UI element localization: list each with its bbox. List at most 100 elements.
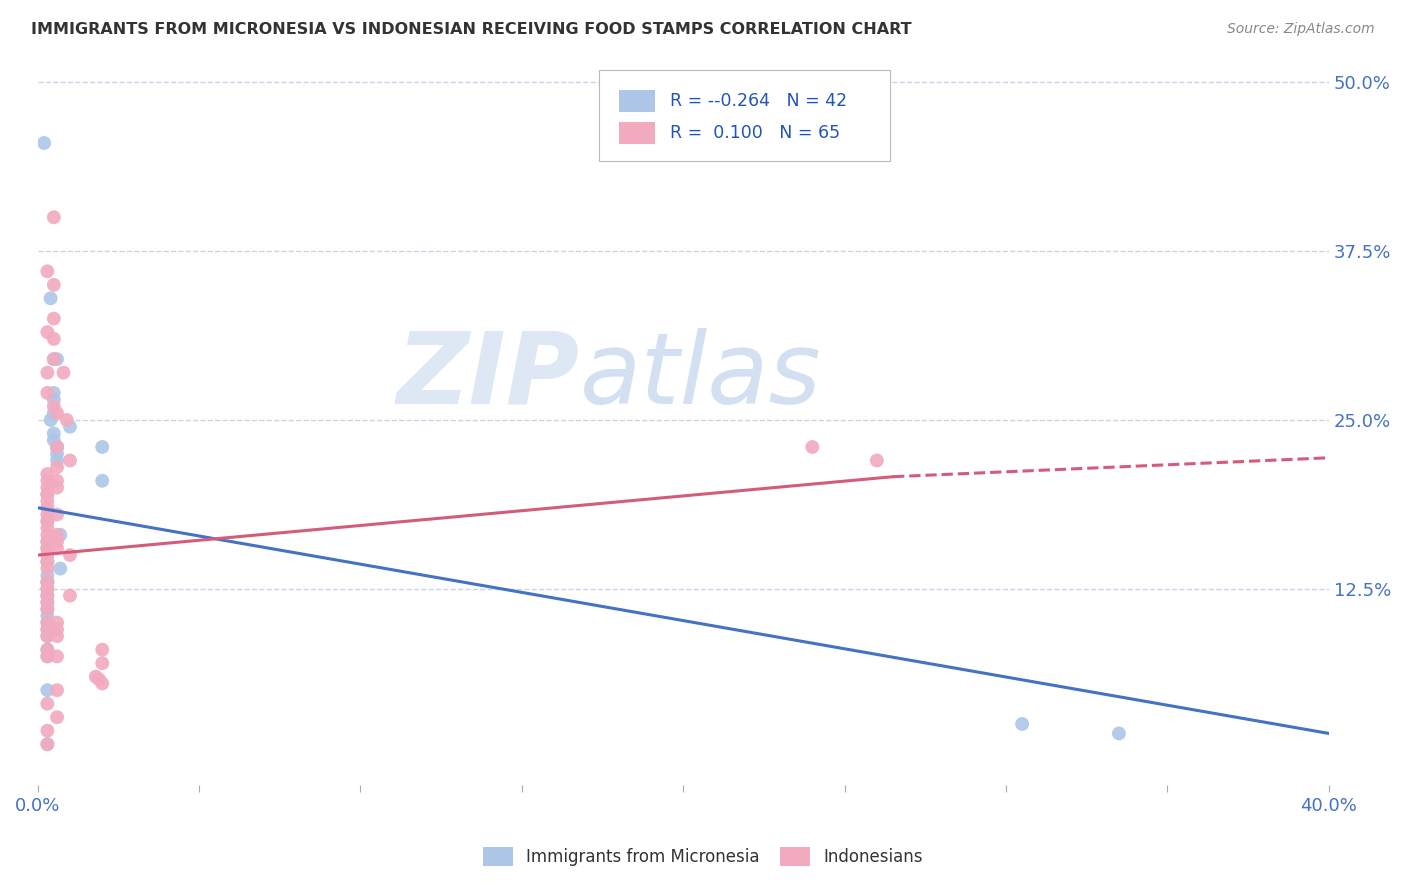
Point: [37, 737, 59, 751]
Point: [46, 460, 69, 475]
Point: [46, 710, 69, 724]
Point: [37, 500, 59, 515]
Point: [46, 440, 69, 454]
Point: [87, 673, 110, 687]
Point: [46, 453, 69, 467]
Point: [37, 575, 59, 590]
Point: [37, 575, 59, 590]
Point: [37, 737, 59, 751]
Point: [37, 514, 59, 528]
Point: [42, 426, 65, 441]
Point: [42, 277, 65, 292]
Point: [37, 534, 59, 549]
Point: [37, 467, 59, 481]
Text: Source: ZipAtlas.com: Source: ZipAtlas.com: [1227, 22, 1375, 37]
Point: [866, 453, 889, 467]
Point: [37, 723, 59, 738]
Point: [91, 440, 114, 454]
Point: [37, 697, 59, 711]
Point: [42, 332, 65, 346]
Point: [46, 352, 69, 367]
Text: IMMIGRANTS FROM MICRONESIA VS INDONESIAN RECEIVING FOOD STAMPS CORRELATION CHART: IMMIGRANTS FROM MICRONESIA VS INDONESIAN…: [31, 22, 911, 37]
Point: [39, 291, 62, 305]
Point: [37, 514, 59, 528]
Point: [42, 385, 65, 400]
Point: [37, 264, 59, 278]
Point: [37, 615, 59, 630]
Point: [37, 589, 59, 603]
Point: [801, 440, 824, 454]
Text: atlas: atlas: [579, 327, 821, 425]
Point: [37, 615, 59, 630]
Point: [46, 534, 69, 549]
Point: [37, 385, 59, 400]
Point: [46, 406, 69, 420]
Text: ZIP: ZIP: [396, 327, 579, 425]
Point: [37, 500, 59, 515]
Point: [37, 494, 59, 508]
Point: [46, 508, 69, 522]
Point: [37, 575, 59, 590]
Point: [49, 561, 72, 575]
Text: R = --0.264   N = 42: R = --0.264 N = 42: [671, 92, 848, 110]
Point: [49, 528, 72, 542]
Point: [42, 352, 65, 367]
Point: [46, 649, 69, 664]
Point: [91, 656, 114, 670]
Point: [37, 508, 59, 522]
Point: [46, 683, 69, 698]
Point: [37, 555, 59, 569]
Point: [52, 366, 75, 380]
FancyBboxPatch shape: [619, 90, 655, 112]
Point: [59, 419, 82, 434]
Point: [37, 623, 59, 637]
Point: [84, 670, 107, 684]
Point: [39, 413, 62, 427]
Point: [37, 649, 59, 664]
Point: [37, 474, 59, 488]
Text: R =  0.100   N = 65: R = 0.100 N = 65: [671, 124, 841, 142]
Point: [37, 541, 59, 556]
Point: [1011, 717, 1033, 731]
Point: [37, 528, 59, 542]
Point: [42, 434, 65, 448]
Point: [37, 629, 59, 643]
Point: [32, 136, 55, 150]
Point: [46, 474, 69, 488]
Point: [37, 642, 59, 657]
Point: [37, 325, 59, 339]
Point: [37, 589, 59, 603]
Point: [46, 615, 69, 630]
Point: [46, 447, 69, 461]
Point: [55, 413, 77, 427]
Point: [59, 453, 82, 467]
FancyBboxPatch shape: [619, 122, 655, 145]
Point: [42, 400, 65, 414]
Point: [37, 602, 59, 616]
Point: [37, 602, 59, 616]
Point: [91, 676, 114, 690]
Point: [37, 582, 59, 596]
Point: [37, 548, 59, 562]
Point: [37, 487, 59, 501]
Point: [46, 629, 69, 643]
Point: [37, 521, 59, 535]
FancyBboxPatch shape: [599, 70, 890, 161]
Point: [46, 481, 69, 495]
Point: [42, 211, 65, 225]
Point: [91, 474, 114, 488]
Point: [59, 589, 82, 603]
Point: [91, 642, 114, 657]
Point: [46, 440, 69, 454]
Point: [37, 595, 59, 609]
Point: [46, 528, 69, 542]
Point: [37, 534, 59, 549]
Point: [1108, 726, 1130, 740]
Point: [37, 623, 59, 637]
Point: [37, 683, 59, 698]
Legend: Immigrants from Micronesia, Indonesians: Immigrants from Micronesia, Indonesians: [477, 840, 929, 873]
Point: [46, 440, 69, 454]
Point: [42, 311, 65, 326]
Point: [46, 541, 69, 556]
Point: [37, 608, 59, 623]
